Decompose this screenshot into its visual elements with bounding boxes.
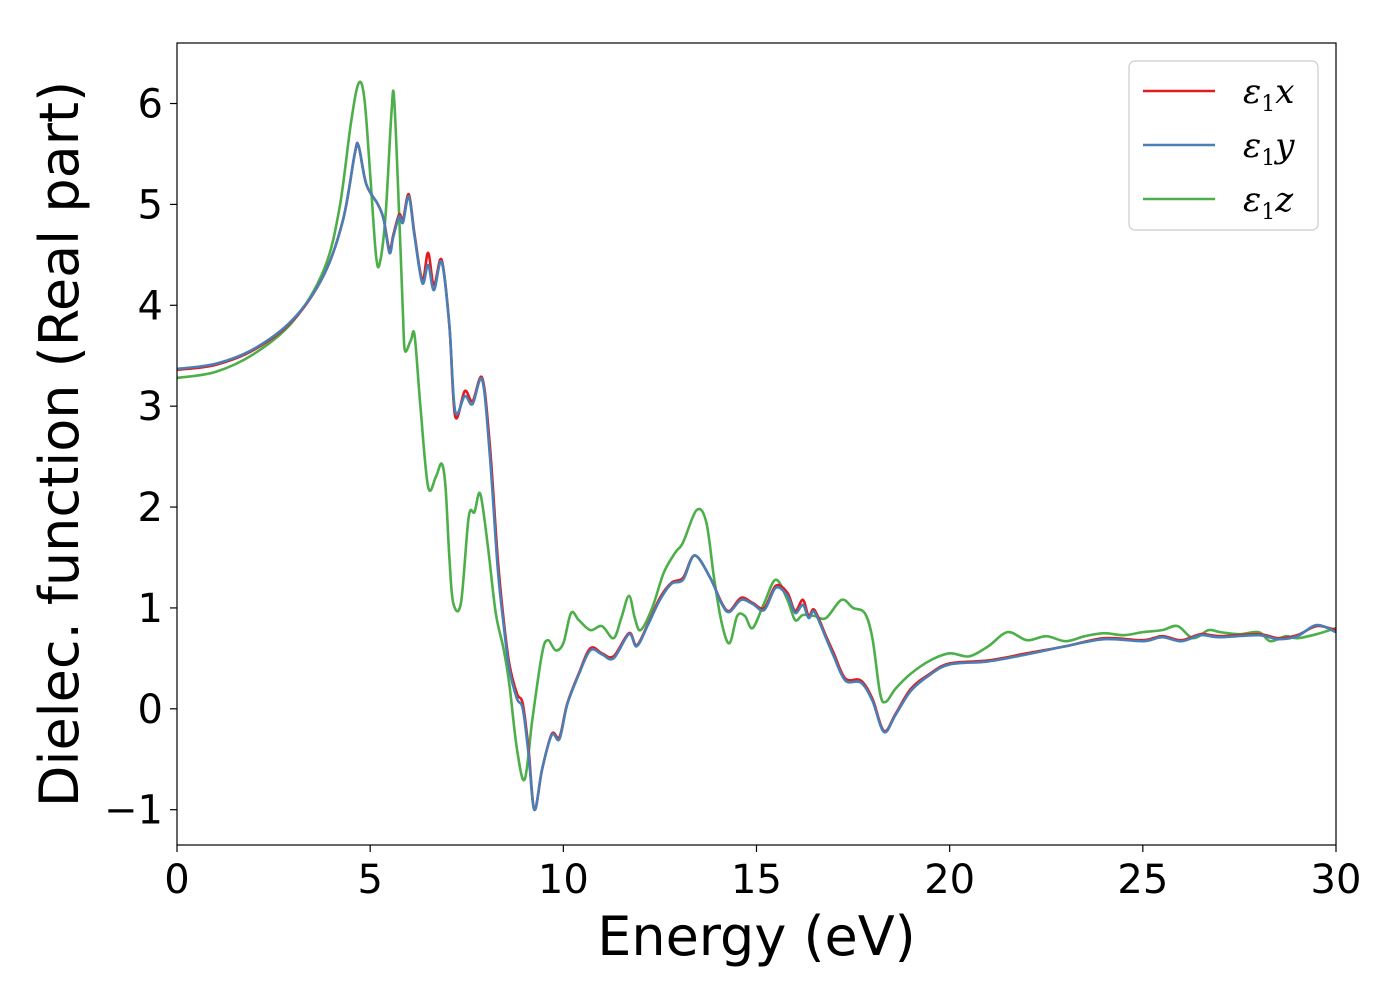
x-tick-label: 5 — [357, 857, 382, 903]
legend-label: ε1z — [1243, 180, 1294, 225]
y-tick-label: 0 — [138, 687, 163, 733]
legend-label: ε1y — [1243, 126, 1295, 171]
y-tick-label: −1 — [104, 788, 163, 834]
legend-item-x: ε1x — [1143, 72, 1294, 117]
y-tick-label: 5 — [138, 182, 163, 228]
y-tick-label: 1 — [138, 586, 163, 632]
series-line-z — [177, 80, 1336, 782]
y-tick-label: 2 — [138, 485, 163, 531]
x-axis-ticks: 0 5 10 15 20 25 30 — [164, 845, 1361, 903]
y-tick-label: 6 — [138, 82, 163, 128]
legend-item-y: ε1y — [1143, 126, 1295, 171]
y-axis-ticks: −1 0 1 2 3 4 5 6 — [104, 82, 177, 834]
legend: ε1x ε1y ε1z — [1128, 60, 1319, 231]
legend-label: ε1x — [1243, 72, 1294, 117]
x-tick-label: 25 — [1117, 857, 1168, 903]
legend-box — [1128, 60, 1319, 231]
y-tick-label: 3 — [138, 384, 163, 430]
x-tick-label: 15 — [731, 857, 782, 903]
y-tick-label: 4 — [138, 283, 163, 329]
legend-item-z: ε1z — [1143, 180, 1294, 225]
y-axis-label: Dielec. function (Real part) — [28, 81, 91, 807]
series-line-y — [177, 141, 1336, 811]
series-layer — [177, 80, 1336, 811]
x-tick-label: 10 — [538, 857, 589, 903]
x-tick-label: 30 — [1311, 857, 1362, 903]
x-tick-label: 0 — [164, 857, 189, 903]
x-axis-label: Energy (eV) — [597, 905, 916, 968]
x-tick-label: 20 — [924, 857, 975, 903]
